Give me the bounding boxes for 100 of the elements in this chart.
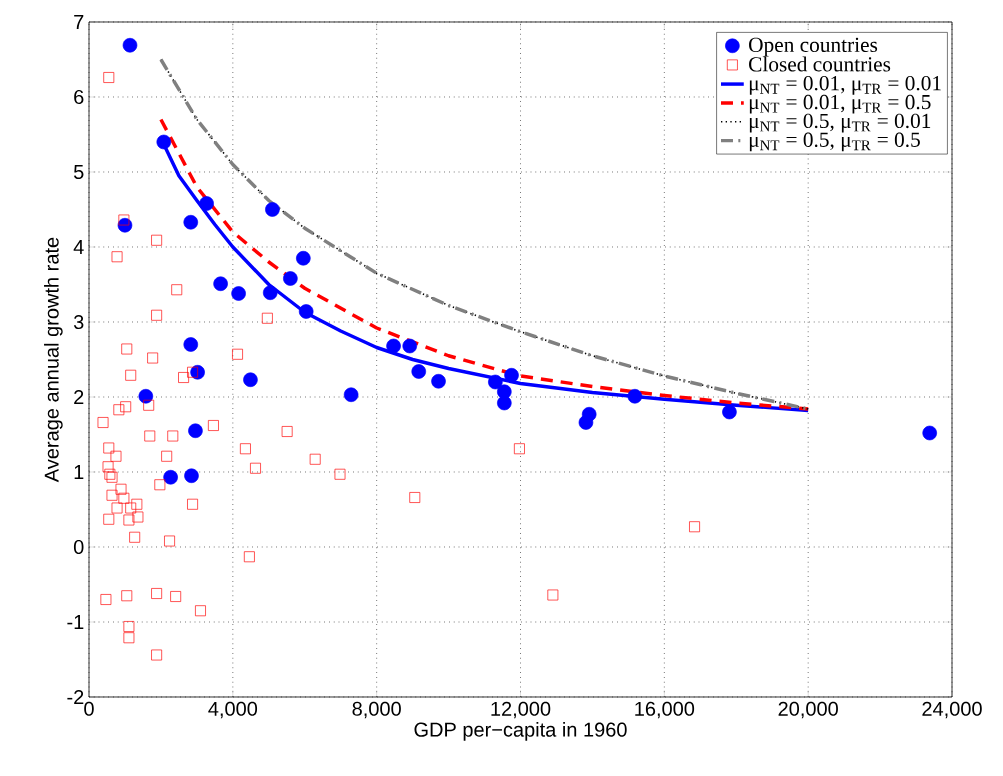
point [334, 468, 346, 480]
point [411, 364, 427, 379]
point [488, 374, 503, 390]
x-axis-title: GDP per−capita in 1960 [414, 722, 627, 741]
point [163, 469, 178, 485]
point [125, 369, 137, 381]
x-tick-label: 24,000 [922, 701, 982, 719]
point [240, 443, 251, 455]
point [103, 513, 115, 525]
point [547, 589, 559, 601]
x-tick-label: 8,000 [352, 701, 401, 719]
legend-label: μ$_{NT}$ = 0.5, μ$_{TR}$ = 0.01 [749, 113, 931, 133]
point [689, 521, 700, 533]
x-tick-label: 0 [84, 701, 94, 716]
point [171, 284, 183, 296]
y-tick-label: 1 [74, 465, 84, 479]
y-tick-label: 6 [74, 89, 84, 105]
x-tick-label: 12,000 [491, 701, 551, 719]
point [431, 373, 446, 389]
point [106, 489, 118, 501]
point [111, 502, 123, 514]
point [123, 514, 135, 526]
legend-label: Open countries [749, 37, 878, 57]
y-tick-label: -1 [67, 615, 84, 629]
point [103, 72, 115, 83]
point [123, 632, 135, 644]
point [208, 420, 219, 431]
point [213, 276, 228, 292]
point [178, 372, 189, 383]
point [131, 498, 143, 510]
y-tick-label: 5 [73, 165, 84, 179]
point [199, 196, 214, 211]
point [262, 285, 278, 301]
point [121, 590, 133, 602]
point [143, 399, 155, 411]
point [195, 605, 206, 617]
point [504, 367, 519, 383]
point [122, 37, 138, 53]
point [125, 502, 137, 514]
point [103, 442, 115, 454]
point [102, 461, 114, 473]
point [281, 426, 293, 437]
point [296, 250, 311, 266]
legend-label: μ$_{NT}$ = 0.01, μ$_{TR}$ = 0.01 [749, 75, 941, 95]
point [100, 594, 112, 605]
point [183, 214, 199, 230]
point [118, 214, 130, 226]
point [121, 343, 133, 355]
point [151, 309, 163, 321]
point [722, 404, 737, 420]
point [167, 430, 179, 442]
point [578, 415, 594, 430]
point [402, 338, 418, 354]
point [115, 483, 127, 495]
point [151, 649, 163, 661]
point [120, 401, 132, 413]
y-tick-label: -2 [67, 690, 84, 704]
point [188, 423, 203, 439]
point [187, 498, 198, 510]
y-tick-label: 0 [73, 539, 84, 555]
y-axis-title: Average annual growth rate [44, 237, 63, 483]
point [183, 337, 199, 352]
point [138, 388, 154, 404]
x-tick-label: 20,000 [778, 701, 838, 719]
point [132, 511, 144, 523]
point [154, 479, 166, 491]
y-tick-label: 4 [73, 240, 84, 254]
point [113, 404, 125, 416]
point [250, 462, 261, 474]
legend-label: Closed countries [749, 56, 891, 72]
point [231, 286, 246, 301]
point [627, 388, 643, 404]
point [151, 234, 163, 246]
point [409, 492, 421, 503]
x-tick-label: 16,000 [635, 701, 695, 719]
x-tick-label: 4,000 [208, 701, 258, 719]
y-tick-label: 2 [74, 390, 84, 404]
point [922, 425, 937, 441]
point [129, 531, 141, 543]
point [151, 588, 163, 599]
point [118, 492, 130, 504]
point [111, 251, 123, 263]
point [164, 535, 175, 547]
point [144, 430, 156, 442]
point [232, 348, 243, 360]
point [147, 352, 159, 364]
legend-label: μ$_{NT}$ = 0.5, μ$_{TR}$ = 0.5 [749, 132, 920, 152]
point [283, 271, 298, 286]
point [97, 417, 109, 428]
point [156, 134, 172, 150]
point [261, 312, 273, 324]
point [298, 304, 314, 319]
point [123, 621, 135, 632]
y-tick-label: 3 [73, 314, 84, 330]
point [161, 450, 173, 462]
legend-label: μ$_{NT}$ = 0.01, μ$_{TR}$ = 0.5 [749, 94, 931, 114]
point [309, 453, 321, 465]
point [170, 591, 182, 602]
point [243, 372, 258, 388]
point [386, 338, 401, 354]
